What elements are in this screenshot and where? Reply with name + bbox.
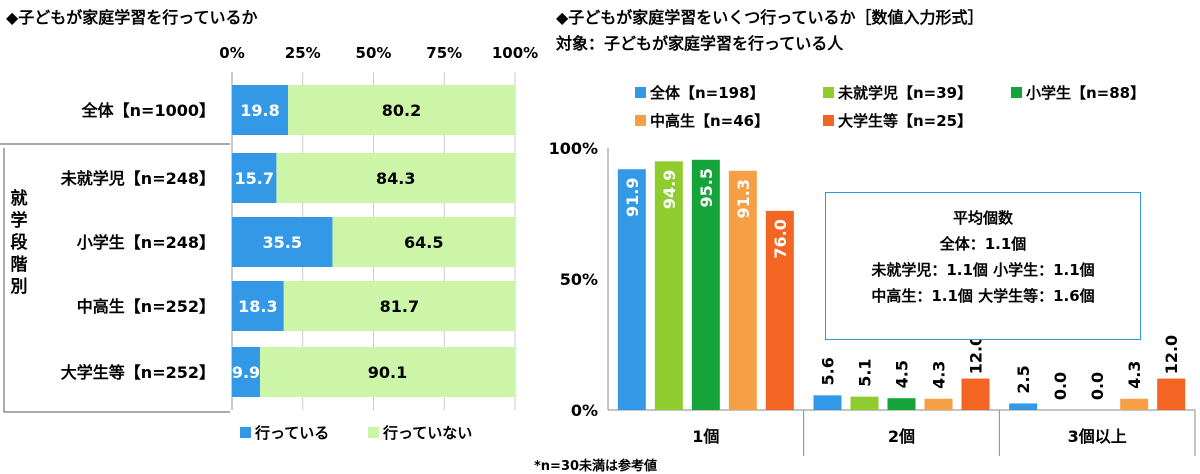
left-legend-item-no: 行っていない: [368, 422, 472, 443]
right-bar: [1009, 403, 1038, 410]
left-chart: 0% 25% 50% 75% 100% 19.8 80.2 15.7 84.3 35.5 64.5…: [0, 44, 538, 413]
left-bar-no: [283, 281, 515, 331]
right-chart-subtitle: 対象：子どもが家庭学習を行っている人: [556, 34, 844, 53]
left-data-label: 81.7: [380, 297, 419, 316]
left-bar-yes: [232, 347, 261, 397]
left-legend-label-no: 行っていない: [383, 424, 473, 442]
right-data-label: 91.3: [734, 179, 753, 218]
right-bar: [887, 398, 916, 410]
left-x-tick-label: 50%: [356, 44, 392, 62]
left-bar-no: [260, 347, 515, 397]
right-data-label: 4.3: [1125, 361, 1144, 389]
right-bar: [1157, 378, 1186, 410]
legend-swatch: [635, 87, 646, 98]
left-data-label: 80.2: [382, 101, 421, 120]
right-data-label: 4.5: [893, 360, 912, 388]
average-line-all: 全体：1.1個: [939, 235, 1027, 253]
left-category-label: 中高生【n=252】: [77, 297, 215, 316]
right-data-label: 95.5: [697, 168, 716, 207]
legend-swatch: [1011, 87, 1022, 98]
right-legend-item: 大学生等【n=25】: [823, 110, 972, 131]
left-category-label: 全体【n=1000】: [81, 101, 215, 120]
right-data-label: 76.0: [771, 219, 790, 258]
left-legend-label-yes: 行っている: [255, 424, 330, 442]
right-y-tick-label: 50%: [560, 270, 598, 289]
right-bar: [961, 378, 990, 410]
right-data-label: 12.0: [1162, 335, 1181, 374]
right-y-tick-label: 0%: [571, 401, 598, 420]
right-legend-label: 小学生【n=88】: [1026, 84, 1146, 102]
left-category-label: 大学生等【n=252】: [61, 363, 215, 382]
left-bar-yes: [232, 153, 277, 203]
left-data-label: 84.3: [376, 169, 415, 188]
left-bar-yes: [232, 281, 284, 331]
right-bar: [617, 169, 646, 410]
right-data-label: 0.0: [1088, 372, 1107, 400]
average-line-2: 中高生：1.1個 大学生等：1.6個: [871, 287, 1095, 305]
right-bar: [924, 398, 953, 410]
right-category-label: 3個以上: [1068, 427, 1127, 446]
right-legend-label: 中高生【n=46】: [650, 112, 770, 130]
left-data-label: 9.9: [232, 363, 260, 382]
average-box: 平均個数 全体：1.1個 未就学児：1.1個 小学生：1.1個 中高生：1.1個…: [825, 192, 1141, 340]
left-x-tick-label: 25%: [285, 44, 321, 62]
right-bar: [691, 159, 720, 410]
right-data-label: 12.0: [967, 335, 986, 374]
left-data-label: 18.3: [238, 297, 277, 316]
legend-swatch: [635, 115, 646, 126]
legend-swatch: [823, 115, 834, 126]
right-bar: [1120, 398, 1149, 410]
left-x-tick-label: 75%: [426, 44, 462, 62]
left-data-label: 35.5: [262, 233, 301, 252]
right-data-label: 91.9: [623, 177, 642, 216]
right-legend-item: 未就学児【n=39】: [823, 82, 972, 103]
right-chart-title: ◆子どもが家庭学習をいくつ行っているか［数値入力形式］: [556, 8, 984, 27]
right-legend-item: 中高生【n=46】: [635, 110, 769, 131]
right-chart: 100% 50% 0% 91.9 94.9 95.5 91.3 76.0 5.6 5.1 4.5 4…: [549, 139, 1196, 456]
left-x-tick-label: 0%: [219, 44, 244, 62]
group-label: 就学段階別: [10, 189, 28, 297]
left-category-label: 小学生【n=248】: [77, 233, 215, 252]
right-bar: [813, 395, 842, 410]
left-category-label: 未就学児【n=248】: [60, 169, 215, 188]
right-bar: [765, 210, 794, 410]
left-legend-item-yes: 行っている: [240, 422, 329, 443]
average-line-1: 未就学児：1.1個 小学生：1.1個: [871, 261, 1095, 279]
right-bar: [728, 170, 757, 410]
left-data-label: 19.8: [240, 101, 279, 120]
right-category-label: 2個: [888, 427, 915, 446]
average-title: 平均個数: [952, 209, 1013, 227]
right-data-label: 94.9: [660, 170, 679, 209]
legend-swatch: [368, 427, 379, 438]
right-category-label: 1個: [692, 427, 719, 446]
left-bar-no: [288, 85, 515, 135]
left-bar-no: [276, 153, 515, 203]
right-legend-item: 小学生【n=88】: [1011, 82, 1145, 103]
left-bar-yes: [232, 217, 333, 267]
right-data-label: 2.5: [1014, 365, 1033, 393]
left-data-label: 90.1: [368, 363, 407, 382]
left-data-label: 64.5: [404, 233, 443, 252]
right-bar: [850, 396, 879, 410]
legend-swatch: [823, 87, 834, 98]
right-legend-label: 大学生等【n=25】: [838, 112, 973, 130]
right-legend-item: 全体【n=198】: [635, 82, 765, 103]
footnote: *n=30未満は参考値: [534, 459, 658, 474]
left-x-tick-label: 100%: [492, 44, 538, 62]
right-data-label: 0.0: [1051, 372, 1070, 400]
left-chart-title: ◆子どもが家庭学習を行っているか: [6, 8, 258, 27]
right-data-label: 5.6: [819, 357, 838, 385]
right-data-label: 4.3: [930, 361, 949, 389]
legend-swatch: [240, 427, 251, 438]
right-legend-label: 全体【n=198】: [650, 84, 765, 102]
left-bar-yes: [232, 85, 289, 135]
left-bar-no: [332, 217, 515, 267]
left-data-label: 15.7: [234, 169, 273, 188]
right-legend-label: 未就学児【n=39】: [838, 84, 973, 102]
right-bar: [654, 161, 683, 410]
right-y-tick-label: 100%: [549, 139, 598, 158]
right-data-label: 5.1: [856, 358, 875, 386]
